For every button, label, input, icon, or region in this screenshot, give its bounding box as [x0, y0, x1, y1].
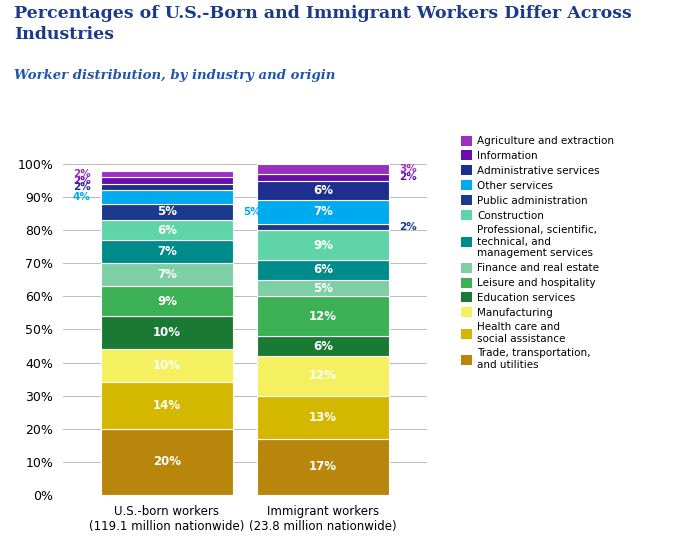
Bar [257, 395, 389, 439]
Bar [257, 223, 389, 230]
Text: 7%: 7% [313, 206, 333, 218]
Text: 4%: 4% [73, 192, 91, 202]
Bar [257, 164, 389, 174]
Text: 10%: 10% [153, 359, 181, 372]
Bar [101, 204, 233, 220]
Text: 5%: 5% [157, 206, 177, 218]
Bar [101, 184, 233, 190]
Text: 6%: 6% [157, 224, 177, 236]
Bar [257, 230, 389, 260]
Bar [257, 296, 389, 336]
Bar [101, 240, 233, 263]
Text: 2%: 2% [399, 222, 417, 232]
Text: 2%: 2% [73, 169, 91, 179]
Text: 6%: 6% [313, 184, 333, 197]
Text: 12%: 12% [309, 370, 337, 382]
Text: Percentages of U.S.-Born and Immigrant Workers Differ Across
Industries: Percentages of U.S.-Born and Immigrant W… [14, 6, 631, 43]
Text: 9%: 9% [313, 239, 333, 251]
Text: 20%: 20% [153, 455, 181, 469]
Text: 13%: 13% [309, 411, 337, 424]
Text: 5%: 5% [313, 282, 333, 295]
Text: 10%: 10% [153, 326, 181, 339]
Bar [101, 382, 233, 429]
Text: 2%: 2% [73, 182, 91, 192]
Bar [257, 439, 389, 495]
Text: Worker distribution, by industry and origin: Worker distribution, by industry and ori… [14, 69, 335, 82]
Bar [257, 336, 389, 356]
Text: 6%: 6% [313, 339, 333, 353]
Bar [101, 263, 233, 287]
Bar [257, 200, 389, 223]
Bar [101, 429, 233, 495]
Bar [101, 349, 233, 382]
Bar [101, 287, 233, 316]
Bar [257, 180, 389, 200]
Text: 3%: 3% [399, 164, 417, 174]
Bar [101, 220, 233, 240]
Bar [101, 170, 233, 177]
Text: 6%: 6% [313, 263, 333, 277]
Bar [257, 280, 389, 296]
Text: 9%: 9% [157, 295, 177, 308]
Text: 14%: 14% [153, 399, 181, 412]
Text: 17%: 17% [309, 460, 337, 474]
Bar [101, 316, 233, 349]
Text: 2%: 2% [399, 172, 417, 182]
Text: 5%: 5% [244, 207, 261, 217]
Bar [257, 260, 389, 280]
Bar [101, 190, 233, 204]
Bar [257, 174, 389, 180]
Text: 7%: 7% [157, 268, 177, 282]
Text: 2%: 2% [73, 175, 91, 185]
Bar [101, 177, 233, 184]
Text: 12%: 12% [309, 310, 337, 323]
Bar [257, 356, 389, 395]
Legend: Agriculture and extraction, Information, Administrative services, Other services: Agriculture and extraction, Information,… [461, 135, 614, 370]
Text: 7%: 7% [157, 245, 177, 258]
